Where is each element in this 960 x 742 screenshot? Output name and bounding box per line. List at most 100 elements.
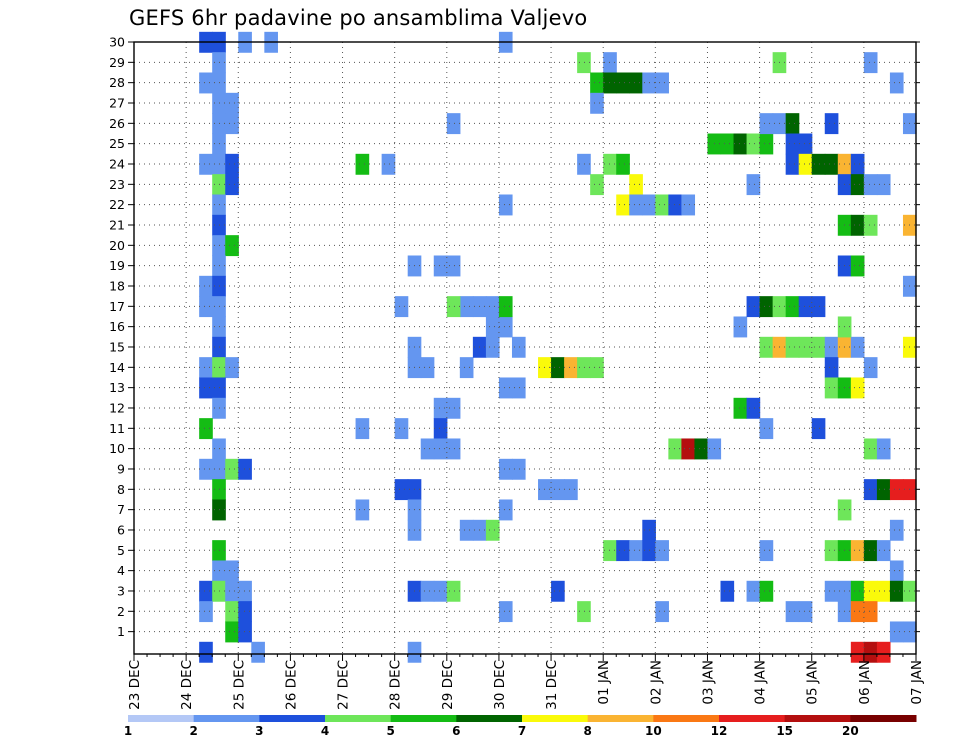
data-cell bbox=[863, 174, 878, 196]
data-cell bbox=[420, 580, 435, 602]
data-cell bbox=[681, 194, 696, 216]
data-cell bbox=[863, 641, 878, 663]
data-cell bbox=[850, 336, 865, 358]
y-tick-label: 2 bbox=[117, 604, 125, 619]
data-cell bbox=[355, 418, 370, 440]
y-tick-label: 20 bbox=[109, 238, 125, 253]
data-cell bbox=[225, 113, 239, 135]
y-tick-label: 21 bbox=[109, 217, 125, 232]
data-cell bbox=[498, 499, 513, 521]
data-cell bbox=[603, 540, 617, 562]
data-cell bbox=[603, 72, 617, 94]
data-cell bbox=[433, 255, 448, 277]
data-cell bbox=[811, 153, 826, 175]
data-cell bbox=[824, 113, 839, 135]
data-cell bbox=[863, 357, 878, 379]
data-cell bbox=[199, 641, 213, 663]
data-cell bbox=[889, 560, 904, 582]
data-cell bbox=[446, 438, 461, 460]
data-cell bbox=[381, 153, 396, 175]
data-cell bbox=[238, 601, 252, 623]
data-cell bbox=[850, 580, 865, 602]
data-cell bbox=[850, 214, 865, 236]
data-cell bbox=[863, 580, 878, 602]
data-cell bbox=[511, 458, 526, 480]
y-tick-label: 19 bbox=[109, 258, 125, 273]
y-tick-label: 1 bbox=[117, 624, 125, 639]
data-cell bbox=[876, 540, 891, 562]
data-cell bbox=[785, 153, 800, 175]
legend-swatch bbox=[259, 715, 326, 722]
legend-swatch bbox=[390, 715, 457, 722]
data-cell bbox=[225, 458, 239, 480]
data-cell bbox=[590, 72, 604, 94]
data-cell bbox=[498, 316, 513, 338]
data-cell bbox=[746, 580, 761, 602]
data-cell bbox=[225, 580, 239, 602]
data-cell bbox=[394, 296, 409, 318]
data-cell bbox=[824, 377, 839, 399]
data-cell bbox=[433, 438, 448, 460]
data-cell bbox=[616, 540, 630, 562]
data-cell bbox=[863, 601, 878, 623]
legend-swatch bbox=[522, 715, 589, 722]
data-cell bbox=[876, 479, 891, 501]
x-tick-label: 29 DEC bbox=[440, 660, 456, 710]
data-cell bbox=[551, 479, 565, 501]
x-tick-label: 05 JAN bbox=[805, 660, 821, 705]
data-cell bbox=[238, 580, 252, 602]
data-cell bbox=[225, 235, 239, 257]
data-cell bbox=[759, 296, 774, 318]
legend-label: 4 bbox=[321, 724, 329, 738]
data-cell bbox=[511, 336, 526, 358]
data-cell bbox=[759, 336, 774, 358]
y-tick-label: 6 bbox=[117, 522, 125, 537]
data-cell bbox=[433, 418, 448, 440]
data-cell bbox=[551, 580, 565, 602]
data-cell bbox=[603, 153, 617, 175]
legend-swatch bbox=[587, 715, 654, 722]
data-cell bbox=[889, 580, 904, 602]
x-tick-label: 28 DEC bbox=[388, 660, 404, 710]
data-cell bbox=[238, 621, 252, 643]
x-tick-label: 06 JAN bbox=[857, 660, 873, 705]
data-cell bbox=[798, 153, 813, 175]
data-cell bbox=[759, 418, 774, 440]
y-tick-label: 3 bbox=[117, 583, 125, 598]
data-cell bbox=[694, 438, 709, 460]
legend-label: 20 bbox=[842, 724, 859, 738]
data-cell bbox=[798, 133, 813, 155]
data-cell bbox=[863, 479, 878, 501]
data-cell bbox=[759, 133, 774, 155]
data-cell bbox=[511, 377, 526, 399]
x-tick-label: 04 JAN bbox=[753, 660, 769, 705]
y-tick-label: 27 bbox=[109, 95, 125, 110]
y-tick-label: 12 bbox=[109, 400, 125, 415]
data-cell bbox=[498, 458, 513, 480]
y-tick-label: 7 bbox=[117, 502, 125, 517]
y-tick-label: 14 bbox=[109, 360, 125, 375]
legend-swatch bbox=[128, 715, 195, 722]
y-tick-label: 30 bbox=[109, 35, 125, 50]
y-tick-label: 23 bbox=[109, 177, 125, 192]
data-cell bbox=[251, 641, 265, 663]
data-cell bbox=[889, 519, 904, 541]
data-cell bbox=[668, 438, 682, 460]
data-cell bbox=[629, 174, 643, 196]
data-cell bbox=[759, 540, 774, 562]
x-tick-label: 25 DEC bbox=[231, 660, 247, 710]
data-cell bbox=[199, 72, 213, 94]
data-cell bbox=[785, 336, 800, 358]
data-cell bbox=[876, 438, 891, 460]
data-cell bbox=[590, 174, 604, 196]
data-cell bbox=[603, 52, 617, 74]
data-cell bbox=[199, 296, 213, 318]
data-cell bbox=[876, 641, 891, 663]
legend-label: 5 bbox=[386, 724, 394, 738]
data-cell bbox=[785, 113, 800, 135]
x-tick-label: 30 DEC bbox=[492, 660, 508, 710]
data-cell bbox=[394, 418, 409, 440]
data-cell bbox=[720, 133, 735, 155]
y-tick-label: 5 bbox=[117, 543, 125, 558]
